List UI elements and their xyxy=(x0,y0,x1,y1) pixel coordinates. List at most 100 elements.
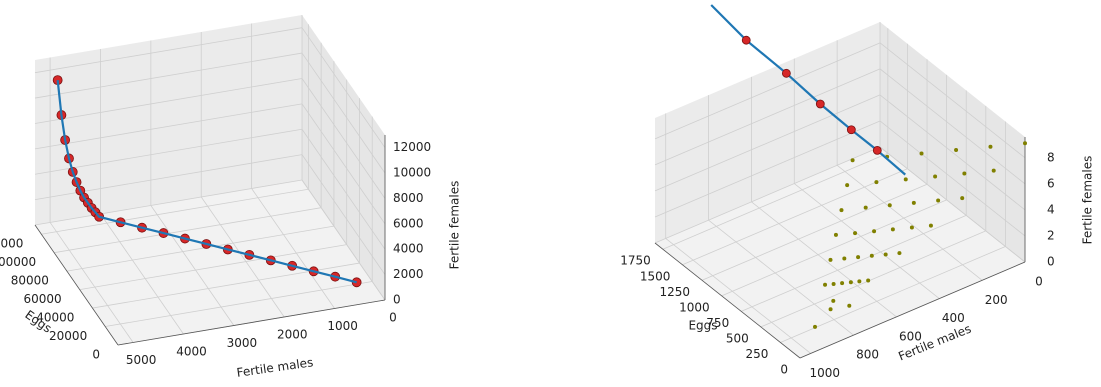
grid-line xyxy=(654,146,881,244)
scatter-point xyxy=(847,303,852,308)
scatter-point xyxy=(890,227,895,232)
grid-line xyxy=(301,154,386,275)
grid-line xyxy=(879,42,1026,159)
grid-line xyxy=(879,68,1026,185)
z-tick-label: 2000 xyxy=(393,267,424,281)
y-tick-label: 600 xyxy=(899,329,922,343)
marker xyxy=(846,125,856,135)
grid-line xyxy=(701,183,928,281)
grid-line xyxy=(836,164,983,281)
axis-line xyxy=(799,261,1026,359)
z-tick-label: 0 xyxy=(393,293,401,307)
scatter-point xyxy=(897,251,902,256)
z-tick-label: 8000 xyxy=(393,191,424,205)
x-tick-label: 0 xyxy=(780,363,788,377)
scatter-point xyxy=(887,203,892,208)
grid-line xyxy=(879,94,1026,211)
data-line xyxy=(56,79,357,284)
scatter-point xyxy=(991,168,996,173)
scatter-point xyxy=(869,253,874,258)
marker xyxy=(781,68,791,78)
scatter-point xyxy=(883,252,888,257)
x-tick-label: 80000 xyxy=(11,274,49,288)
grid-line xyxy=(54,207,322,254)
x-tick-label: 60000 xyxy=(24,292,62,306)
floor-pane xyxy=(655,147,1025,358)
grid-line xyxy=(760,230,986,328)
scatter-point xyxy=(874,180,879,185)
y-tick-label: 800 xyxy=(856,348,879,362)
grid-line xyxy=(794,183,940,299)
y-tick-label: 200 xyxy=(985,293,1008,307)
grid-line xyxy=(100,213,184,335)
scatter-point xyxy=(863,205,868,210)
scatter-point xyxy=(856,255,861,260)
grid-line xyxy=(200,196,285,318)
scatter-point xyxy=(866,278,871,283)
grid-line xyxy=(79,244,347,291)
back-pane xyxy=(35,15,302,225)
axis-line xyxy=(117,299,386,346)
x-tick-label: 1250 xyxy=(659,285,690,299)
scatter-point xyxy=(828,307,833,312)
scatter-point xyxy=(840,281,845,286)
scatter-point xyxy=(1023,141,1027,146)
scatter-point xyxy=(919,151,924,156)
grid-line xyxy=(251,188,335,309)
scatter-point xyxy=(909,225,914,230)
x-tick-label: 40000 xyxy=(36,311,74,325)
scatter-point xyxy=(831,281,836,286)
grid-line xyxy=(34,128,303,175)
scatter-point xyxy=(850,158,855,163)
grid-line xyxy=(34,52,303,99)
grid-line xyxy=(721,199,947,297)
grid-line xyxy=(301,78,386,199)
grid-line xyxy=(879,146,1026,263)
scatter-point xyxy=(839,208,844,213)
y-tick-label: 4000 xyxy=(176,344,207,358)
grid-line xyxy=(662,152,888,250)
grid-line xyxy=(654,68,881,166)
scatter-point xyxy=(831,298,836,303)
scatter-point xyxy=(933,174,938,179)
x-tick-label: 20000 xyxy=(49,329,87,343)
scatter-point xyxy=(823,282,828,287)
x-tick-label: 1000 xyxy=(679,300,710,314)
z-tick-label: 4 xyxy=(1047,202,1055,216)
x-tick-label: 500 xyxy=(726,331,749,345)
scatter-point xyxy=(857,279,862,284)
grid-line xyxy=(41,188,309,235)
grid-line xyxy=(708,219,854,336)
axis-title: Fertile females xyxy=(448,181,462,270)
side-pane xyxy=(302,15,385,300)
grid-line xyxy=(34,78,303,124)
grid-line xyxy=(301,179,386,301)
x-tick-label: 1750 xyxy=(620,254,651,268)
scatter-point xyxy=(872,229,877,234)
scatter-point xyxy=(936,198,941,203)
grid-line xyxy=(34,103,303,150)
z-tick-label: 0 xyxy=(1047,255,1055,269)
grid-line xyxy=(301,129,386,250)
grid-line xyxy=(654,94,881,192)
x-tick-label: 1500 xyxy=(640,269,671,283)
grid-line xyxy=(780,246,1006,343)
grid-line xyxy=(34,27,303,74)
grid-line xyxy=(49,222,134,343)
marker xyxy=(872,145,882,155)
x-tick-label: 250 xyxy=(745,347,768,361)
x-tick-label: 750 xyxy=(706,316,729,330)
axis-title: Fertile females xyxy=(1081,156,1095,245)
x-tick-label: 100000 xyxy=(0,255,36,269)
grid-line xyxy=(682,168,908,266)
y-tick-label: 400 xyxy=(942,311,965,325)
y-tick-label: 1000 xyxy=(809,366,840,380)
z-tick-label: 8 xyxy=(1047,150,1055,164)
grid-line xyxy=(751,201,897,318)
y-tick-label: 5000 xyxy=(126,353,157,367)
grid-line xyxy=(654,120,881,218)
z-tick-label: 2 xyxy=(1047,228,1055,242)
grid-line xyxy=(654,42,881,140)
grid-line xyxy=(741,215,967,312)
